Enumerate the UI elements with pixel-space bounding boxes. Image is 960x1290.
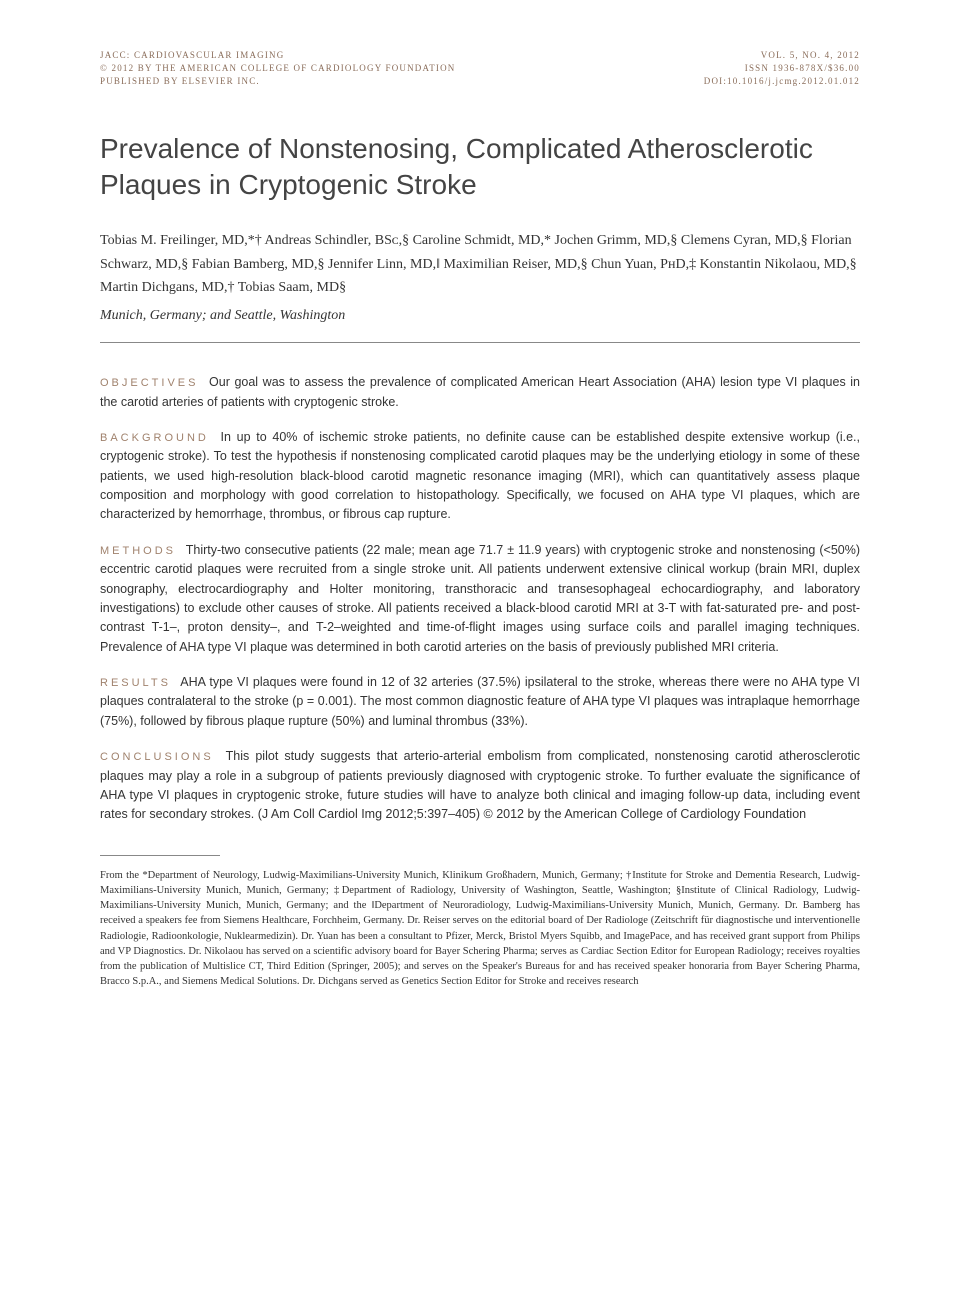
journal-header-row-3: PUBLISHED BY ELSEVIER INC. DOI:10.1016/j… bbox=[100, 76, 860, 86]
journal-header-row-2: © 2012 BY THE AMERICAN COLLEGE OF CARDIO… bbox=[100, 63, 860, 73]
title-separator bbox=[100, 342, 860, 343]
journal-publisher: PUBLISHED BY ELSEVIER INC. bbox=[100, 76, 260, 86]
objectives-label: OBJECTIVES bbox=[100, 377, 198, 389]
footnote-separator bbox=[100, 855, 220, 856]
author-list: Tobias M. Freilinger, MD,*† Andreas Schi… bbox=[100, 229, 860, 300]
background-text: In up to 40% of ischemic stroke patients… bbox=[100, 430, 860, 522]
journal-copyright: © 2012 BY THE AMERICAN COLLEGE OF CARDIO… bbox=[100, 63, 456, 73]
article-title: Prevalence of Nonstenosing, Complicated … bbox=[100, 131, 860, 204]
methods-text: Thirty-two consecutive patients (22 male… bbox=[100, 543, 860, 654]
journal-volume: VOL. 5, NO. 4, 2012 bbox=[761, 50, 860, 60]
affiliations-footnote: From the *Department of Neurology, Ludwi… bbox=[100, 868, 860, 990]
journal-doi: DOI:10.1016/j.jcmg.2012.01.012 bbox=[704, 76, 860, 86]
abstract-objectives: OBJECTIVES Our goal was to assess the pr… bbox=[100, 373, 860, 412]
background-label: BACKGROUND bbox=[100, 432, 209, 444]
objectives-text: Our goal was to assess the prevalence of… bbox=[100, 375, 860, 408]
abstract-background: BACKGROUND In up to 40% of ischemic stro… bbox=[100, 428, 860, 525]
conclusions-text: This pilot study suggests that arterio-a… bbox=[100, 749, 860, 821]
journal-header-row-1: JACC: CARDIOVASCULAR IMAGING VOL. 5, NO.… bbox=[100, 50, 860, 60]
results-label: RESULTS bbox=[100, 677, 171, 689]
abstract-conclusions: CONCLUSIONS This pilot study suggests th… bbox=[100, 747, 860, 825]
results-text: AHA type VI plaques were found in 12 of … bbox=[100, 675, 860, 728]
abstract-results: RESULTS AHA type VI plaques were found i… bbox=[100, 673, 860, 731]
conclusions-label: CONCLUSIONS bbox=[100, 751, 214, 763]
journal-name: JACC: CARDIOVASCULAR IMAGING bbox=[100, 50, 284, 60]
affiliation-locations: Munich, Germany; and Seattle, Washington bbox=[100, 308, 860, 324]
abstract-methods: METHODS Thirty-two consecutive patients … bbox=[100, 541, 860, 657]
methods-label: METHODS bbox=[100, 545, 176, 557]
journal-issn: ISSN 1936-878X/$36.00 bbox=[745, 63, 860, 73]
